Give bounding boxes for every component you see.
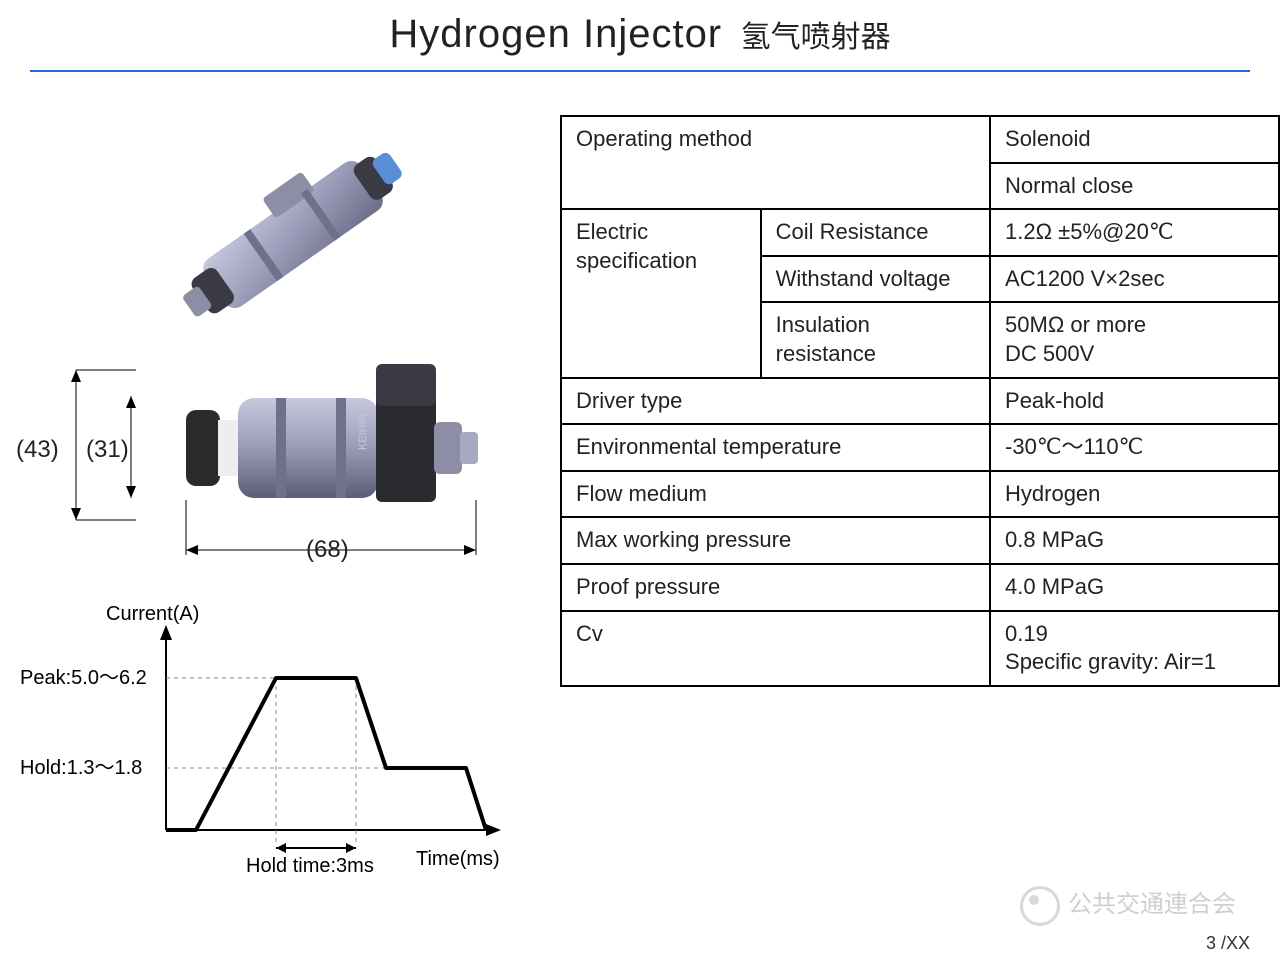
watermark: 公共交通連合会 xyxy=(1020,884,1236,926)
spec-sublabel: Withstand voltage xyxy=(761,256,990,303)
spec-sublabel: Coil Resistance xyxy=(761,209,990,256)
spec-label: Max working pressure xyxy=(561,517,990,564)
dim-height-inner: (31) xyxy=(86,436,129,464)
left-column: (43) (31) (68) xyxy=(16,115,541,880)
spec-value: 4.0 MPaG xyxy=(990,564,1279,611)
spec-value: Normal close xyxy=(990,163,1279,210)
svg-text:Hold time:3ms: Hold time:3ms xyxy=(246,855,374,877)
title-underline xyxy=(30,70,1250,72)
spec-value: 0.8 MPaG xyxy=(990,517,1279,564)
svg-text:Time(ms): Time(ms) xyxy=(416,848,500,870)
dim-height-outer: (43) xyxy=(16,436,59,464)
wechat-icon xyxy=(1020,886,1060,926)
injector-side-dimensions: (43) (31) (68) xyxy=(16,350,526,570)
spec-value: -30℃～110℃ xyxy=(990,424,1279,471)
spec-value: AC1200 V×2sec xyxy=(990,256,1279,303)
svg-text:Hold:1.3～1.8: Hold:1.3～1.8 xyxy=(20,757,142,779)
spec-label: Driver type xyxy=(561,378,990,425)
spec-value: Solenoid xyxy=(990,116,1279,163)
page-number: 3 /XX xyxy=(1206,933,1250,954)
spec-label: Flow medium xyxy=(561,471,990,518)
svg-text:Peak:5.0～6.2: Peak:5.0～6.2 xyxy=(20,667,147,689)
spec-value: Hydrogen xyxy=(990,471,1279,518)
watermark-text: 公共交通連合会 xyxy=(1068,891,1236,918)
current-time-chart: Current(A) Time(ms) Peak:5.0～6.2 Hold:1.3～1… xyxy=(16,600,506,880)
spec-label: Operating method xyxy=(561,116,990,209)
title-english: Hydrogen Injector xyxy=(389,12,722,56)
svg-text:Current(A): Current(A) xyxy=(106,603,199,625)
spec-value: 50MΩ or moreDC 500V xyxy=(990,302,1279,377)
spec-sublabel: Insulation resistance xyxy=(761,302,990,377)
spec-value: 0.19Specific gravity: Air=1 xyxy=(990,611,1279,686)
dim-length: (68) xyxy=(306,536,349,564)
title-chinese: 氢气喷射器 xyxy=(741,21,891,54)
page-title-row: Hydrogen Injector 氢气喷射器 xyxy=(0,12,1280,57)
spec-label: Electric specification xyxy=(561,209,761,377)
spec-label: Cv xyxy=(561,611,990,686)
svg-text:KEIHIN: KEIHIN xyxy=(357,413,369,450)
spec-value: Peak-hold xyxy=(990,378,1279,425)
spec-label: Proof pressure xyxy=(561,564,990,611)
spec-table: Operating methodSolenoidNormal close Elec… xyxy=(560,115,1280,687)
spec-value: 1.2Ω ±5%@20℃ xyxy=(990,209,1279,256)
injector-iso-render xyxy=(136,115,456,345)
spec-label: Environmental temperature xyxy=(561,424,990,471)
